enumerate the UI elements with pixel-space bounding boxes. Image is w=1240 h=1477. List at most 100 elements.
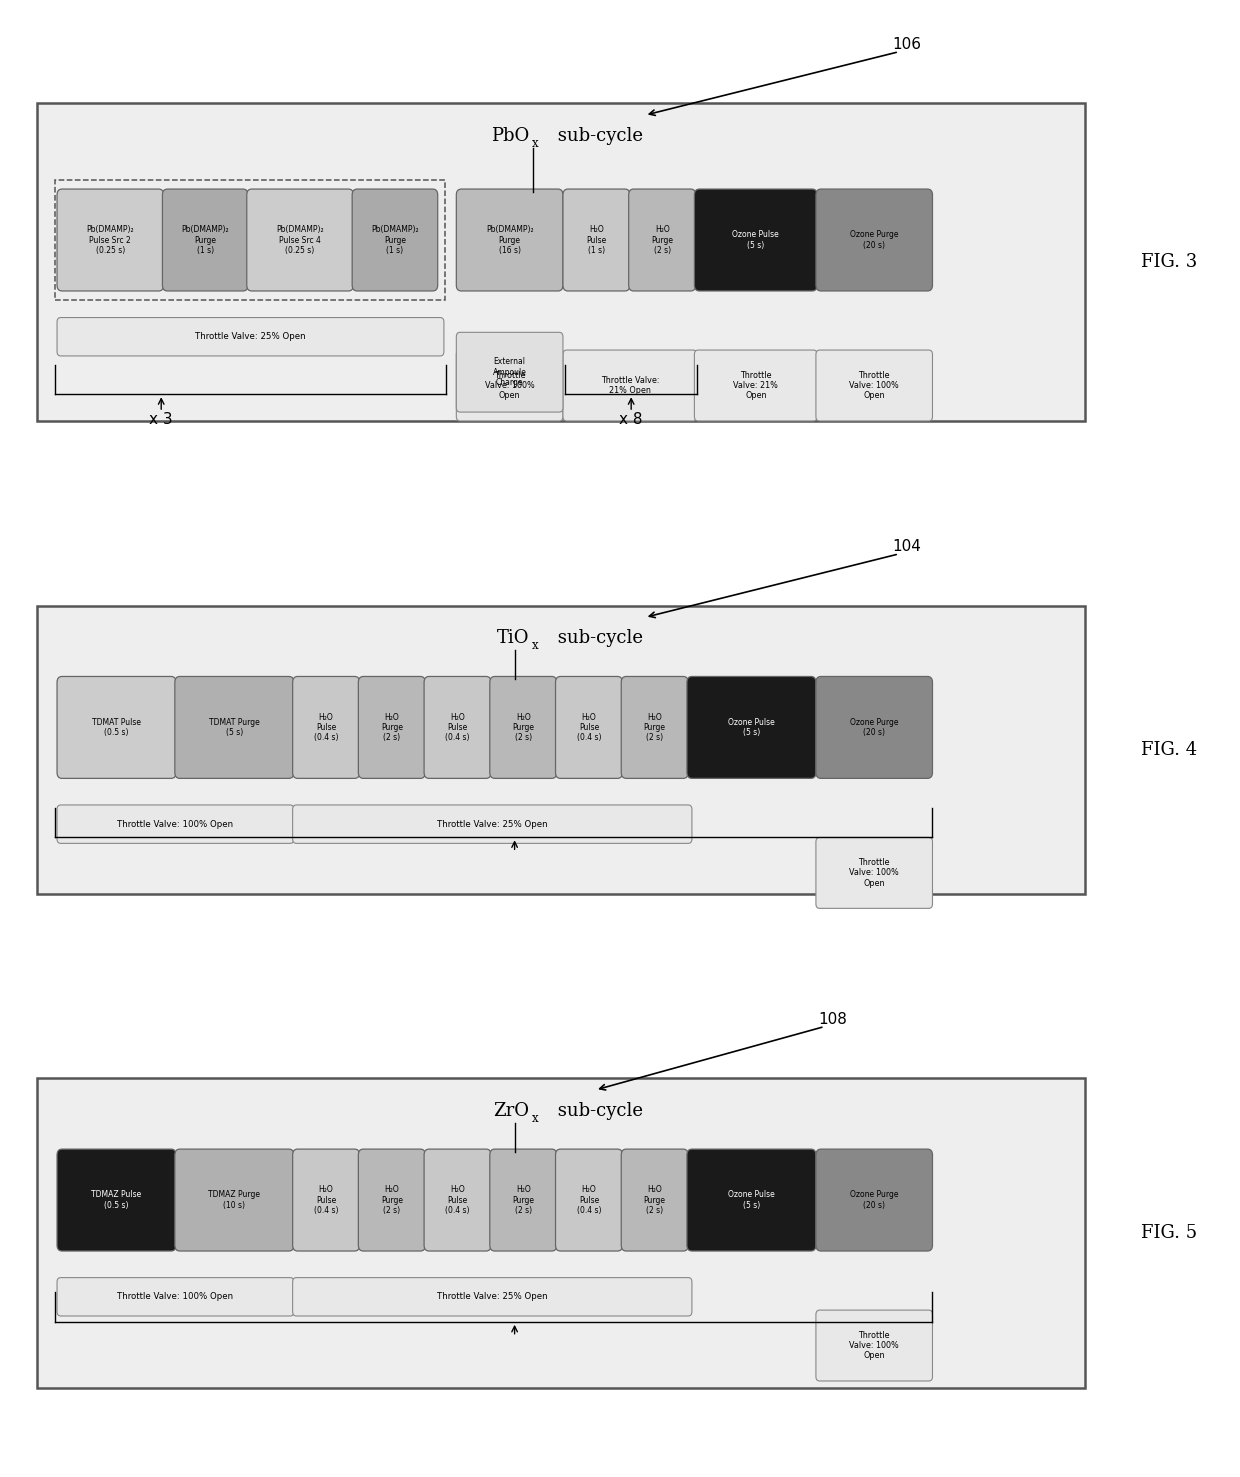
Text: x: x [532, 640, 538, 651]
Text: TiO: TiO [497, 629, 529, 647]
FancyBboxPatch shape [424, 676, 491, 778]
FancyBboxPatch shape [352, 189, 438, 291]
FancyBboxPatch shape [456, 350, 563, 421]
FancyBboxPatch shape [247, 189, 353, 291]
FancyBboxPatch shape [694, 350, 817, 421]
FancyBboxPatch shape [57, 1278, 294, 1316]
FancyBboxPatch shape [175, 676, 294, 778]
FancyBboxPatch shape [358, 1149, 425, 1251]
Text: H₂O
Pulse
(0.4 s): H₂O Pulse (0.4 s) [577, 1185, 601, 1216]
FancyBboxPatch shape [490, 676, 557, 778]
Text: x: x [532, 1112, 538, 1124]
Bar [37, 1078, 1085, 1388]
FancyBboxPatch shape [456, 332, 563, 412]
Text: Pb(DMAMP)₂
Purge
(16 s): Pb(DMAMP)₂ Purge (16 s) [486, 225, 533, 256]
FancyBboxPatch shape [563, 189, 630, 291]
Text: H₂O
Pulse
(0.4 s): H₂O Pulse (0.4 s) [314, 712, 339, 743]
FancyBboxPatch shape [563, 350, 697, 421]
Text: H₂O
Purge
(2 s): H₂O Purge (2 s) [381, 1185, 403, 1216]
FancyBboxPatch shape [57, 318, 444, 356]
Text: Ozone Purge
(20 s): Ozone Purge (20 s) [849, 230, 899, 250]
Text: TDMAZ Pulse
(0.5 s): TDMAZ Pulse (0.5 s) [92, 1190, 141, 1210]
FancyBboxPatch shape [57, 189, 164, 291]
Text: Ozone Purge
(20 s): Ozone Purge (20 s) [849, 718, 899, 737]
Bar [55, 180, 445, 300]
Text: sub-cycle: sub-cycle [552, 629, 644, 647]
Text: 104: 104 [893, 539, 921, 554]
Text: PbO: PbO [491, 127, 529, 145]
Text: External
Ampoule
Charge: External Ampoule Charge [492, 357, 527, 387]
Text: H₂O
Pulse
(0.4 s): H₂O Pulse (0.4 s) [314, 1185, 339, 1216]
Text: Throttle Valve: 25% Open: Throttle Valve: 25% Open [195, 332, 306, 341]
Text: x 8: x 8 [620, 412, 642, 427]
Text: sub-cycle: sub-cycle [552, 127, 644, 145]
FancyBboxPatch shape [629, 189, 696, 291]
Text: TDMAT Purge
(5 s): TDMAT Purge (5 s) [210, 718, 259, 737]
FancyBboxPatch shape [456, 189, 563, 291]
FancyBboxPatch shape [358, 676, 425, 778]
FancyBboxPatch shape [57, 805, 294, 843]
Text: TDMAT Pulse
(0.5 s): TDMAT Pulse (0.5 s) [92, 718, 141, 737]
Text: Pb(DMAMP)₂
Purge
(1 s): Pb(DMAMP)₂ Purge (1 s) [181, 225, 229, 256]
Text: H₂O
Purge
(2 s): H₂O Purge (2 s) [381, 712, 403, 743]
Text: Throttle
Valve: 21%
Open: Throttle Valve: 21% Open [733, 371, 779, 400]
FancyBboxPatch shape [556, 1149, 622, 1251]
Text: Ozone Purge
(20 s): Ozone Purge (20 s) [849, 1190, 899, 1210]
FancyBboxPatch shape [293, 805, 692, 843]
Text: H₂O
Pulse
(1 s): H₂O Pulse (1 s) [587, 225, 606, 256]
FancyBboxPatch shape [816, 1310, 932, 1381]
FancyBboxPatch shape [162, 189, 248, 291]
FancyBboxPatch shape [424, 1149, 491, 1251]
FancyBboxPatch shape [556, 676, 622, 778]
Bar [37, 103, 1085, 421]
Text: Throttle Valve: 25% Open: Throttle Valve: 25% Open [436, 820, 548, 829]
FancyBboxPatch shape [57, 676, 176, 778]
FancyBboxPatch shape [816, 189, 932, 291]
FancyBboxPatch shape [293, 1149, 360, 1251]
FancyBboxPatch shape [816, 837, 932, 908]
FancyBboxPatch shape [816, 350, 932, 421]
Text: H₂O
Purge
(2 s): H₂O Purge (2 s) [512, 712, 534, 743]
FancyBboxPatch shape [621, 1149, 688, 1251]
Text: Ozone Pulse
(5 s): Ozone Pulse (5 s) [728, 718, 775, 737]
Text: Throttle
Valve: 100%
Open: Throttle Valve: 100% Open [849, 1331, 899, 1360]
Text: Ozone Pulse
(5 s): Ozone Pulse (5 s) [728, 1190, 775, 1210]
FancyBboxPatch shape [621, 676, 688, 778]
Text: 106: 106 [893, 37, 921, 52]
Text: H₂O
Purge
(2 s): H₂O Purge (2 s) [651, 225, 673, 256]
Text: Pb(DMAMP)₂
Pulse Src 2
(0.25 s): Pb(DMAMP)₂ Pulse Src 2 (0.25 s) [87, 225, 134, 256]
Text: ZrO: ZrO [494, 1102, 529, 1120]
FancyBboxPatch shape [694, 189, 817, 291]
FancyBboxPatch shape [687, 676, 816, 778]
Text: 108: 108 [818, 1012, 847, 1027]
Text: TDMAZ Purge
(10 s): TDMAZ Purge (10 s) [208, 1190, 260, 1210]
Text: sub-cycle: sub-cycle [552, 1102, 644, 1120]
FancyBboxPatch shape [816, 1149, 932, 1251]
Text: H₂O
Purge
(2 s): H₂O Purge (2 s) [644, 1185, 666, 1216]
Bar [37, 606, 1085, 894]
FancyBboxPatch shape [293, 676, 360, 778]
Text: H₂O
Pulse
(0.4 s): H₂O Pulse (0.4 s) [445, 712, 470, 743]
FancyBboxPatch shape [293, 1278, 692, 1316]
Text: Throttle Valve:
21% Open: Throttle Valve: 21% Open [600, 375, 660, 396]
Text: x: x [532, 137, 538, 149]
FancyBboxPatch shape [490, 1149, 557, 1251]
Text: Throttle Valve: 100% Open: Throttle Valve: 100% Open [118, 820, 233, 829]
Text: Throttle Valve: 100% Open: Throttle Valve: 100% Open [118, 1292, 233, 1301]
Text: Pb(DMAMP)₂
Pulse Src 4
(0.25 s): Pb(DMAMP)₂ Pulse Src 4 (0.25 s) [277, 225, 324, 256]
Text: x 3: x 3 [149, 412, 174, 427]
Text: Pb(DMAMP)₂
Purge
(1 s): Pb(DMAMP)₂ Purge (1 s) [371, 225, 419, 256]
Text: FIG. 5: FIG. 5 [1141, 1224, 1197, 1242]
Text: FIG. 4: FIG. 4 [1141, 740, 1197, 759]
Text: Throttle
Valve: 100%
Open: Throttle Valve: 100% Open [849, 858, 899, 888]
Text: H₂O
Purge
(2 s): H₂O Purge (2 s) [644, 712, 666, 743]
Text: Ozone Pulse
(5 s): Ozone Pulse (5 s) [733, 230, 779, 250]
FancyBboxPatch shape [687, 1149, 816, 1251]
Text: Throttle
Valve: 100%
Open: Throttle Valve: 100% Open [849, 371, 899, 400]
FancyBboxPatch shape [57, 1149, 176, 1251]
Text: FIG. 3: FIG. 3 [1141, 253, 1197, 272]
Text: Throttle Valve: 25% Open: Throttle Valve: 25% Open [436, 1292, 548, 1301]
Text: Throttle
Valve: 100%
Open: Throttle Valve: 100% Open [485, 371, 534, 400]
FancyBboxPatch shape [175, 1149, 294, 1251]
Text: H₂O
Purge
(2 s): H₂O Purge (2 s) [512, 1185, 534, 1216]
